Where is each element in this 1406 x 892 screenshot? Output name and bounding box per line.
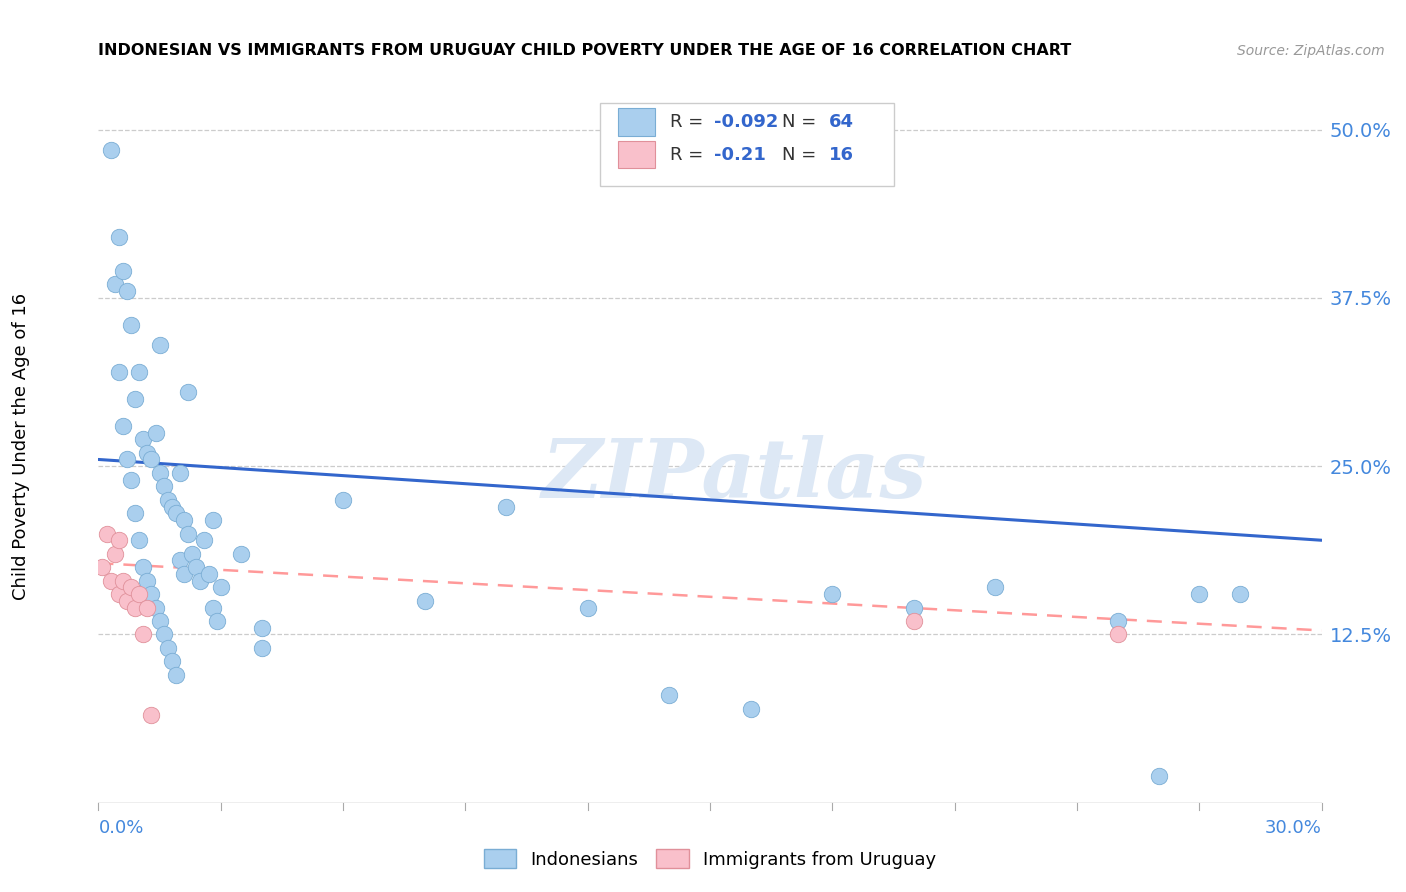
Point xyxy=(108,365,131,379)
Point xyxy=(156,640,179,655)
Point xyxy=(156,492,179,507)
Point xyxy=(205,614,228,628)
Point xyxy=(120,318,142,332)
Point xyxy=(136,574,159,588)
Point xyxy=(149,614,172,628)
Point xyxy=(108,587,131,601)
Point xyxy=(231,547,253,561)
Point xyxy=(141,587,163,601)
Point xyxy=(145,600,167,615)
Point xyxy=(169,553,191,567)
Point xyxy=(132,627,155,641)
Point xyxy=(903,614,925,628)
Point xyxy=(100,574,122,588)
Point xyxy=(104,277,127,292)
Point xyxy=(984,580,1007,594)
Legend: Indonesians, Immigrants from Uruguay: Indonesians, Immigrants from Uruguay xyxy=(477,842,943,876)
Point xyxy=(132,432,155,446)
Point xyxy=(165,506,187,520)
Point xyxy=(152,627,174,641)
Point xyxy=(188,574,212,588)
Text: N =: N = xyxy=(782,146,823,164)
Point xyxy=(100,143,122,157)
Point xyxy=(177,385,200,400)
Point xyxy=(145,425,167,440)
Point xyxy=(108,533,131,548)
Point xyxy=(209,580,232,594)
Point xyxy=(149,338,172,352)
FancyBboxPatch shape xyxy=(619,141,655,169)
Text: 16: 16 xyxy=(828,146,853,164)
Point xyxy=(115,284,138,298)
Point xyxy=(149,466,172,480)
Text: 0.0%: 0.0% xyxy=(98,819,143,837)
Point xyxy=(115,594,138,608)
Text: N =: N = xyxy=(782,113,823,131)
Text: ZIPatlas: ZIPatlas xyxy=(541,434,927,515)
Point xyxy=(1107,614,1129,628)
Text: R =: R = xyxy=(669,113,709,131)
Text: -0.21: -0.21 xyxy=(714,146,766,164)
Point xyxy=(1147,769,1170,783)
Point xyxy=(124,600,146,615)
Point xyxy=(1188,587,1211,601)
Point xyxy=(495,500,517,514)
Text: -0.092: -0.092 xyxy=(714,113,778,131)
Text: R =: R = xyxy=(669,146,709,164)
Point xyxy=(141,452,163,467)
Point xyxy=(111,418,134,433)
Point xyxy=(128,533,150,548)
Point xyxy=(128,587,150,601)
Point xyxy=(152,479,174,493)
Text: 30.0%: 30.0% xyxy=(1265,819,1322,837)
Text: 64: 64 xyxy=(828,113,853,131)
Point xyxy=(197,566,219,581)
Text: Child Poverty Under the Age of 16: Child Poverty Under the Age of 16 xyxy=(13,293,30,599)
Point xyxy=(120,580,142,594)
Point xyxy=(115,452,138,467)
Point xyxy=(96,526,118,541)
Point xyxy=(91,560,114,574)
Point xyxy=(165,668,187,682)
Point xyxy=(576,600,599,615)
Point xyxy=(173,513,195,527)
Point xyxy=(136,600,159,615)
Point xyxy=(332,492,354,507)
Point xyxy=(128,365,150,379)
Point xyxy=(111,264,134,278)
Point xyxy=(124,392,146,406)
Point xyxy=(181,547,204,561)
Point xyxy=(141,708,163,723)
Point xyxy=(111,574,134,588)
Point xyxy=(658,688,681,702)
Point xyxy=(250,621,273,635)
Point xyxy=(201,600,224,615)
Text: Source: ZipAtlas.com: Source: ZipAtlas.com xyxy=(1237,44,1385,58)
Point xyxy=(120,473,142,487)
Point xyxy=(413,594,436,608)
Point xyxy=(740,701,762,715)
Point xyxy=(1107,627,1129,641)
Point xyxy=(903,600,925,615)
Text: INDONESIAN VS IMMIGRANTS FROM URUGUAY CHILD POVERTY UNDER THE AGE OF 16 CORRELAT: INDONESIAN VS IMMIGRANTS FROM URUGUAY CH… xyxy=(98,43,1071,58)
Point xyxy=(186,560,208,574)
Point xyxy=(104,547,127,561)
Point xyxy=(173,566,195,581)
FancyBboxPatch shape xyxy=(600,103,894,186)
Point xyxy=(132,560,155,574)
Point xyxy=(1229,587,1251,601)
Point xyxy=(124,506,146,520)
Point xyxy=(108,230,131,244)
FancyBboxPatch shape xyxy=(619,109,655,136)
Point xyxy=(193,533,215,548)
Point xyxy=(169,466,191,480)
Point xyxy=(201,513,224,527)
Point xyxy=(177,526,200,541)
Point xyxy=(136,446,159,460)
Point xyxy=(250,640,273,655)
Point xyxy=(160,655,183,669)
Point xyxy=(821,587,844,601)
Point xyxy=(160,500,183,514)
